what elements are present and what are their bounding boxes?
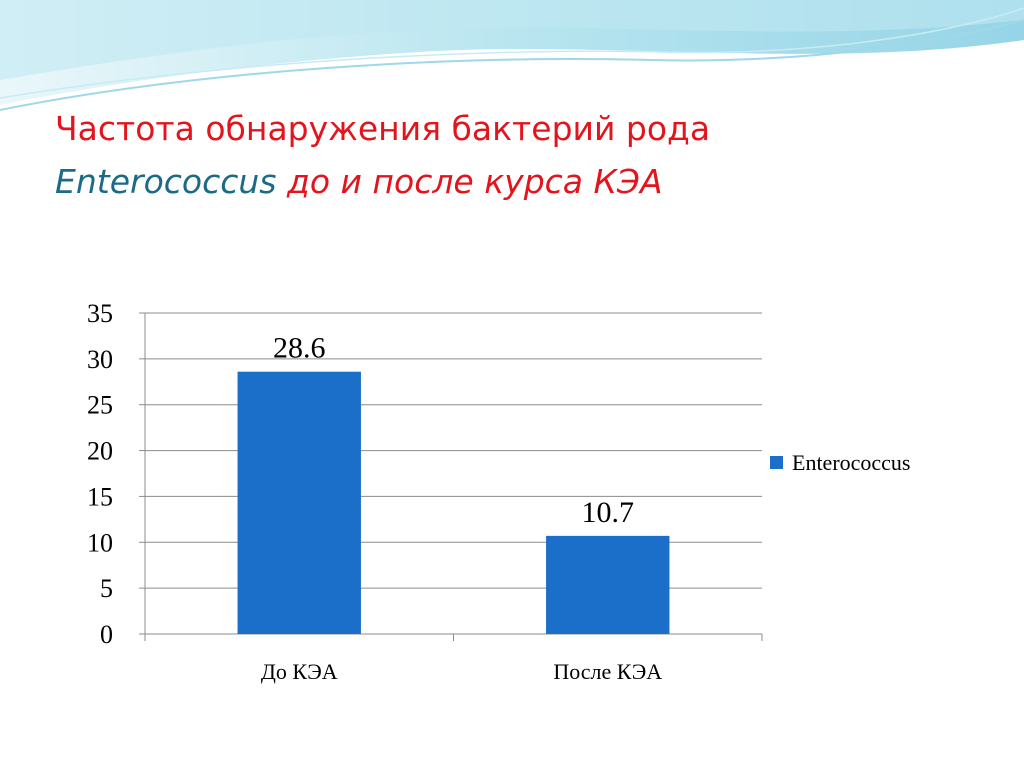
x-tick-label: После КЭА <box>553 659 662 684</box>
y-tick-label: 0 <box>100 620 113 649</box>
data-label: 28.6 <box>273 332 326 365</box>
y-tick-label: 30 <box>87 345 113 374</box>
x-tick-label: До КЭА <box>261 659 338 684</box>
legend-swatch <box>770 456 783 469</box>
y-tick-label: 10 <box>87 528 113 557</box>
y-tick-label: 25 <box>87 391 113 420</box>
title-organism: Enterococcus <box>55 162 277 201</box>
title-line: Частота обнаружения бактерий рода <box>55 109 710 148</box>
y-tick-label: 15 <box>87 482 113 511</box>
data-label: 10.7 <box>582 496 635 529</box>
title: Enterococcus до и после курса КЭА <box>55 162 663 201</box>
y-tick-label: 35 <box>87 299 113 328</box>
bar <box>546 535 670 634</box>
legend-label: Enterococcus <box>792 450 911 475</box>
y-tick-label: 5 <box>100 574 113 603</box>
title-line: до и после курса КЭА <box>286 162 663 201</box>
y-tick-label: 20 <box>87 437 113 466</box>
bar <box>237 371 361 634</box>
decoration <box>0 0 1024 111</box>
title: Частота обнаружения бактерий рода <box>55 109 710 148</box>
